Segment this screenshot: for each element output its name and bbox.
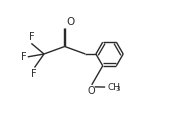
Text: F: F [28,32,34,42]
Text: CH: CH [107,83,120,92]
Text: O: O [66,17,74,27]
Text: 3: 3 [116,86,120,92]
Text: F: F [21,52,26,62]
Text: O: O [88,86,96,96]
Text: F: F [31,69,37,78]
